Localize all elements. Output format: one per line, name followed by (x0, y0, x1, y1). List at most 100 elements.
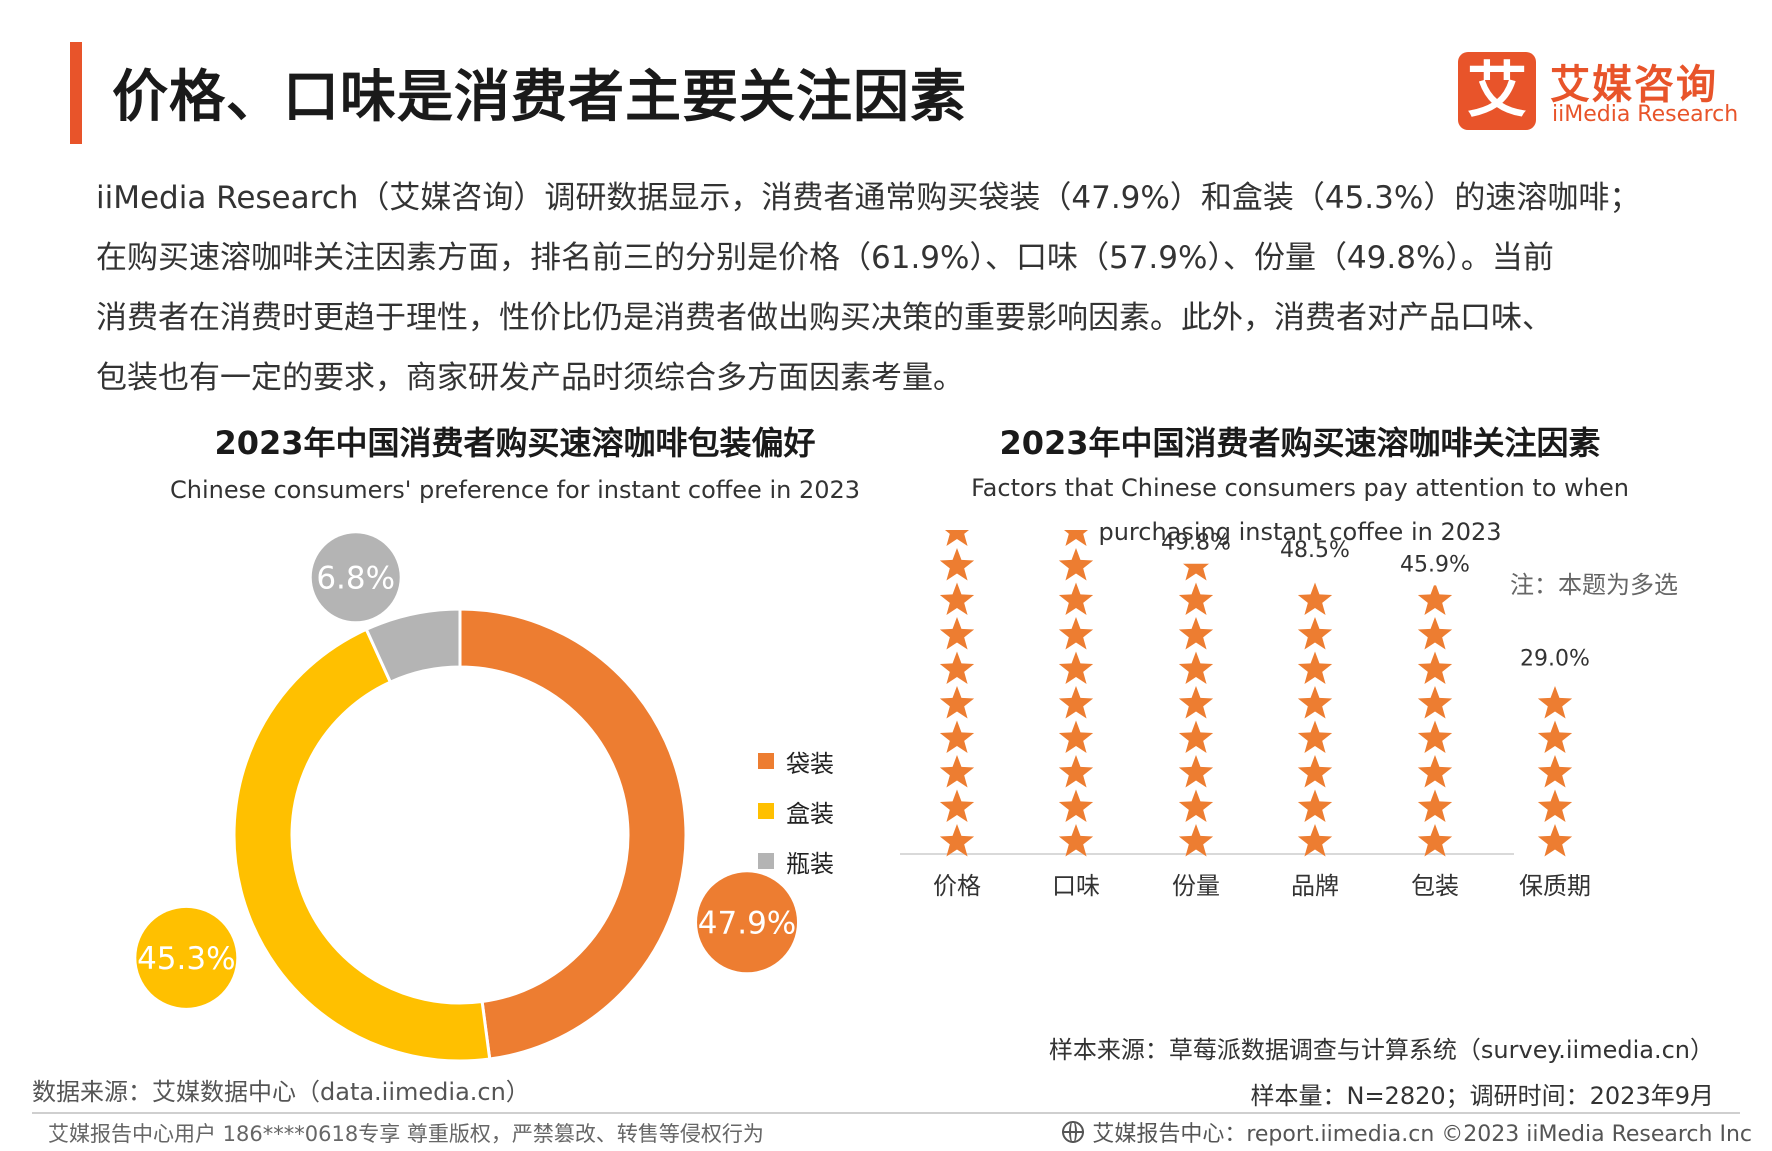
right-chart-subtitle-2: purchasing instant coffee in 2023 (1098, 518, 1502, 546)
intro-paragraph: iiMedia Research（艾媒咨询）调研数据显示，消费者通常购买袋装（4… (96, 168, 1716, 408)
star-mark (1297, 755, 1333, 788)
iimedia-logo: 艾 艾媒咨询 iiMedia Research (1458, 52, 1738, 132)
star-mark (939, 651, 975, 685)
footer-report-text: 艾媒报告中心：report.iimedia.cn ©2023 iiMedia R… (1092, 1122, 1752, 1147)
star-mark (939, 720, 975, 754)
star-mark (1297, 720, 1333, 754)
star-mark (1417, 789, 1453, 823)
sample-source: 样本来源：草莓派数据调查与计算系统（survey.iimedia.cn） (1048, 1036, 1714, 1064)
star-mark (1417, 824, 1453, 857)
star-mark (1297, 651, 1333, 685)
star-column-3 (1297, 582, 1333, 857)
star-mark (1297, 824, 1333, 857)
legend-label: 盒装 (786, 799, 834, 828)
intro-line: 消费者在消费时更趋于理性，性价比仍是消费者做出购买决策的重要影响因素。此外，消费… (96, 300, 1553, 336)
category-tick-label: 包装 (1411, 872, 1459, 900)
star-mark (1063, 530, 1089, 547)
logo-mark: 艾 (1458, 52, 1536, 130)
star-mark (939, 755, 975, 788)
right-chart-title: 2023年中国消费者购买速溶咖啡关注因素 (999, 424, 1601, 462)
star-pictograph-chart: 61.9%价格57.9%口味49.8%份量48.5%品牌45.9%包装29.0%… (900, 530, 1591, 900)
globe-icon (1062, 1121, 1085, 1143)
star-mark (1537, 824, 1573, 857)
star-mark (1058, 582, 1094, 616)
category-tick-label: 品牌 (1291, 872, 1339, 900)
star-mark (1178, 720, 1214, 754)
star-data-label: 49.8% (1161, 531, 1231, 556)
category-tick-label: 价格 (933, 872, 981, 900)
star-data-label: 45.9% (1400, 552, 1470, 577)
legend-item-box: 盒装 (758, 786, 834, 836)
star-mark (939, 582, 975, 616)
star-column-5 (1537, 686, 1573, 857)
legend-label: 袋装 (786, 749, 834, 778)
star-mark (1537, 720, 1573, 754)
donut-slice-box (232, 627, 492, 1063)
star-column-4 (1417, 585, 1453, 857)
star-mark (1178, 789, 1214, 823)
sample-size: 样本量：N=2820；调研时间：2023年9月 (1250, 1082, 1715, 1110)
category-tick-label: 保质期 (1519, 872, 1591, 900)
star-mark (1058, 548, 1094, 581)
page-title: 价格、口味是消费者主要关注因素 (112, 65, 967, 130)
legend-swatch-bottle (758, 853, 774, 869)
star-mark (1297, 789, 1333, 823)
star-mark (1537, 686, 1573, 719)
star-mark (1417, 686, 1453, 719)
star-mark (1417, 755, 1453, 788)
title-accent-bar (70, 42, 82, 144)
legend-item-bottle: 瓶装 (758, 836, 834, 886)
legend-item-bag: 袋装 (758, 736, 834, 786)
left-chart-subtitle: Chinese consumers' preference for instan… (169, 476, 861, 504)
star-mark (1058, 824, 1094, 857)
star-mark (1058, 651, 1094, 685)
star-mark (1058, 720, 1094, 754)
footer-report-center: 艾媒报告中心：report.iimedia.cn ©2023 iiMedia R… (1062, 1116, 1752, 1148)
logo-name-cn: 艾媒咨询 (1550, 62, 1718, 108)
logo-name-en: iiMedia Research (1552, 102, 1739, 127)
star-mark (1182, 563, 1210, 581)
multi-select-note: 注：本题为多选 (1510, 571, 1678, 599)
donut-slice-bottle (364, 607, 462, 685)
star-mark (1058, 617, 1094, 650)
star-mark (1178, 582, 1214, 616)
star-mark (1297, 617, 1333, 650)
intro-line: 包装也有一定的要求，商家研发产品时须综合多方面因素考量。 (96, 360, 964, 396)
star-mark (1417, 720, 1453, 754)
star-mark (1058, 789, 1094, 823)
star-mark (939, 824, 975, 857)
star-column-2 (1178, 563, 1214, 857)
donut-label-bubble (311, 533, 400, 622)
star-mark (1178, 686, 1214, 719)
star-mark (944, 530, 970, 547)
star-mark (1178, 755, 1214, 788)
star-mark (939, 548, 975, 581)
star-mark (1537, 789, 1573, 823)
left-chart-title: 2023年中国消费者购买速溶咖啡包装偏好 (214, 424, 816, 462)
legend-swatch-box (758, 803, 774, 819)
star-mark (1058, 686, 1094, 719)
star-mark (1417, 651, 1453, 685)
intro-line: 在购买速溶咖啡关注因素方面，排名前三的分别是价格（61.9%）、口味（57.9%… (96, 240, 1554, 276)
donut-data-label: 47.9% (698, 905, 796, 941)
star-mark (1417, 585, 1453, 616)
star-mark (1297, 686, 1333, 719)
star-mark (939, 686, 975, 719)
star-column-0 (939, 530, 975, 857)
footer-copyright-notice: 艾媒报告中心用户 186****0618专享 尊重版权，严禁篡改、转售等侵权行为 (48, 1122, 764, 1146)
star-mark (939, 789, 975, 823)
star-mark (1178, 617, 1214, 650)
donut-chart: 47.9% 45.3% 6.8% (136, 533, 798, 1063)
footer-divider (32, 1112, 1740, 1114)
star-data-label: 29.0% (1520, 647, 1590, 672)
data-source: 数据来源：艾媒数据中心（data.iimedia.cn） (32, 1078, 530, 1106)
donut-data-label: 6.8% (316, 560, 395, 596)
star-mark (1537, 755, 1573, 788)
legend-label: 瓶装 (786, 849, 834, 878)
intro-line: iiMedia Research（艾媒咨询）调研数据显示，消费者通常购买袋装（4… (96, 180, 1641, 216)
star-column-1 (1058, 530, 1094, 857)
donut-label-bubble (697, 872, 798, 973)
star-data-label: 48.5% (1280, 538, 1350, 563)
legend-swatch-bag (758, 753, 774, 769)
donut-data-label: 45.3% (137, 941, 235, 977)
